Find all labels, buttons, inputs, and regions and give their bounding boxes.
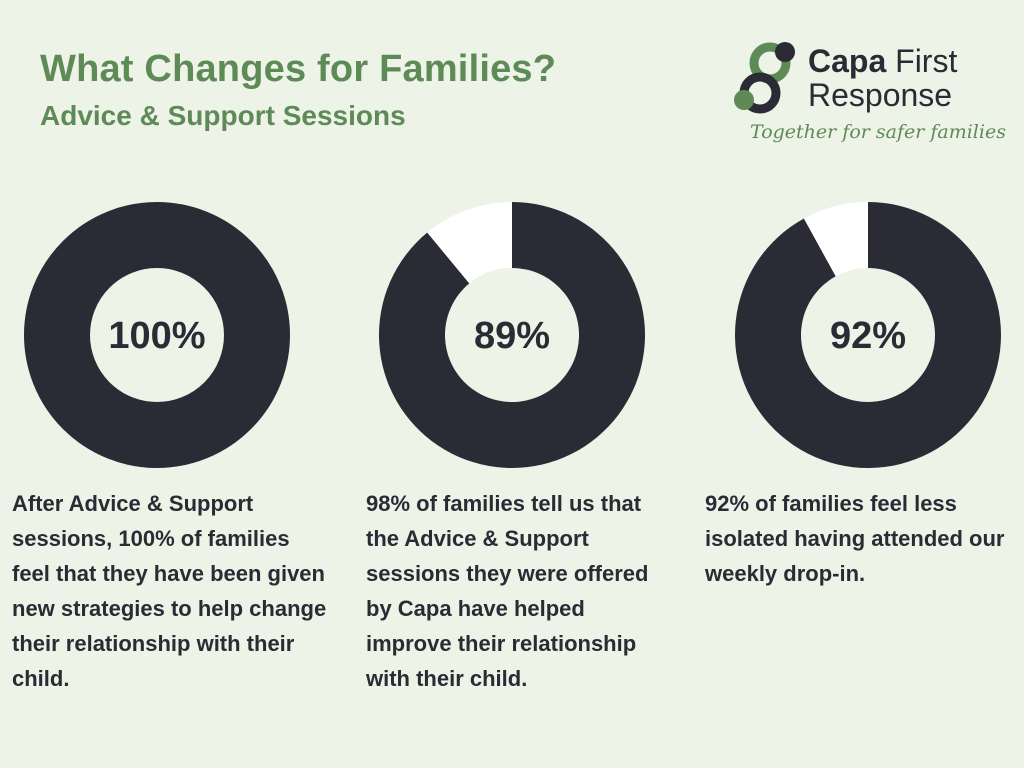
logo-name-line2: Response — [808, 77, 953, 113]
description-3: 92% of families feel less isolated havin… — [705, 491, 1005, 586]
page-title: What Changes for Families? — [40, 48, 557, 90]
donut-chart-1: 100% — [22, 200, 292, 470]
logo-name-rest: First — [886, 43, 958, 79]
donut-svg-3: 92% — [735, 202, 1001, 468]
page-subtitle: Advice & Support Sessions — [40, 100, 406, 131]
description-1: After Advice & Support sessions, 100% of… — [12, 491, 327, 691]
donut-chart-3: 92% — [733, 200, 1003, 470]
capa-chain-links-logo-icon — [734, 42, 795, 114]
donut-svg-2: 89% — [379, 202, 645, 469]
donut-slice-value — [735, 202, 1001, 468]
logo-name-bold: Capa — [808, 43, 887, 79]
logo-name: Capa First Response — [808, 44, 957, 112]
donut-slice-value — [379, 202, 645, 469]
donut-slice-remainder — [427, 202, 512, 284]
donut-svg-1: 100% — [24, 202, 290, 468]
donut-chart-2: 89% — [377, 200, 647, 470]
donut-center-label: 92% — [830, 315, 906, 357]
donut-slice-value — [24, 202, 290, 468]
donut-center-label: 100% — [108, 315, 205, 357]
donut-center-label: 89% — [474, 315, 550, 357]
description-2: 98% of families tell us that the Advice … — [366, 491, 649, 691]
logo-tagline: Together for safer families — [750, 121, 1006, 143]
donut-slice-remainder — [803, 202, 868, 277]
